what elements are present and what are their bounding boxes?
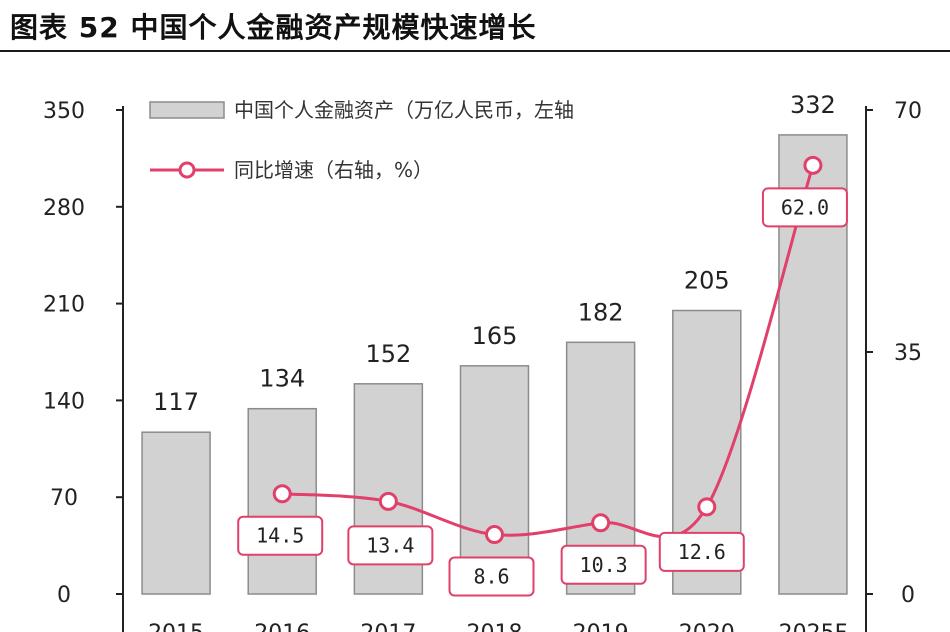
left-tick-label-70: 70 [50,486,78,511]
growth-marker-2020 [697,497,717,517]
legend-line-marker [178,161,196,179]
bar-value-label-2015: 117 [153,388,199,416]
growth-label-2018: 8.6 [473,565,509,589]
growth-label-box-2019 [560,544,647,585]
left-tick-label-140: 140 [43,389,85,414]
growth-label-2019: 10.3 [580,553,628,577]
axes-layer [122,106,867,632]
bar-value-label-2019: 182 [578,298,624,326]
growth-label-box-2017 [347,525,434,566]
growth-label-box-2018 [448,556,535,597]
bar-value-label-2020: 205 [684,267,730,295]
left-tick-label-0: 0 [57,583,71,608]
right-axis-ticks: 0 35 70 [866,99,922,608]
x-tick-label-2020: 2020 [679,621,735,632]
x-tick-label-2025F: 2025F [779,621,848,632]
growth-marker-2025F [803,155,823,175]
growth-line-layer: 14.5 13.4 8.6 10.3 12.6 62.0 [237,155,848,597]
x-tick-label-2015: 2015 [148,621,204,632]
growth-label-box-2020 [658,531,745,572]
x-tick-label-2017: 2017 [360,621,416,632]
growth-marker-2016 [272,484,292,504]
growth-marker-2017 [378,491,398,511]
bar-2018 [459,365,530,595]
growth-label-2020: 12.6 [678,540,726,564]
bar-value-label-2016: 134 [259,365,305,393]
growth-label-2016: 14.5 [256,524,304,548]
bar-value-label-2018: 165 [472,322,518,350]
left-tick-label-350: 350 [43,99,85,124]
right-tick-label-35: 35 [894,341,922,366]
x-axis-ticks: 2015 2016 2017 2018 2019 2020 2025F [148,621,847,632]
legend: 中国个人金融资产（万亿人民币，左轴 同比增速（右轴，%） [149,98,574,182]
x-tick-label-2019: 2019 [573,621,629,632]
bar-value-label-2017: 152 [365,340,411,368]
bar-value-label-2025F: 332 [790,91,836,119]
growth-marker-2018 [485,525,504,545]
growth-marker-2019 [591,513,611,533]
growth-label-2017: 13.4 [366,533,414,557]
growth-label-2025F: 62.0 [781,195,829,219]
bar-2015 [141,431,211,595]
legend-line-label: 同比增速（右轴，%） [234,158,433,182]
left-tick-label-210: 210 [43,293,85,318]
chart-title: 图表 52 中国个人金融资产规模快速增长 [10,11,537,44]
x-tick-label-2018: 2018 [467,621,523,632]
legend-bar-label: 中国个人金融资产（万亿人民币，左轴 [234,98,574,122]
right-tick-label-0: 0 [901,583,915,608]
left-axis-ticks: 0 70 140 210 280 350 [43,99,123,608]
legend-bar-swatch [149,101,225,119]
title-divider [0,50,950,52]
growth-label-box-2016 [237,515,324,556]
right-tick-label-70: 70 [894,99,922,124]
left-tick-label-280: 280 [43,196,85,221]
x-tick-label-2016: 2016 [254,621,310,632]
growth-label-box-2025F [761,187,848,228]
